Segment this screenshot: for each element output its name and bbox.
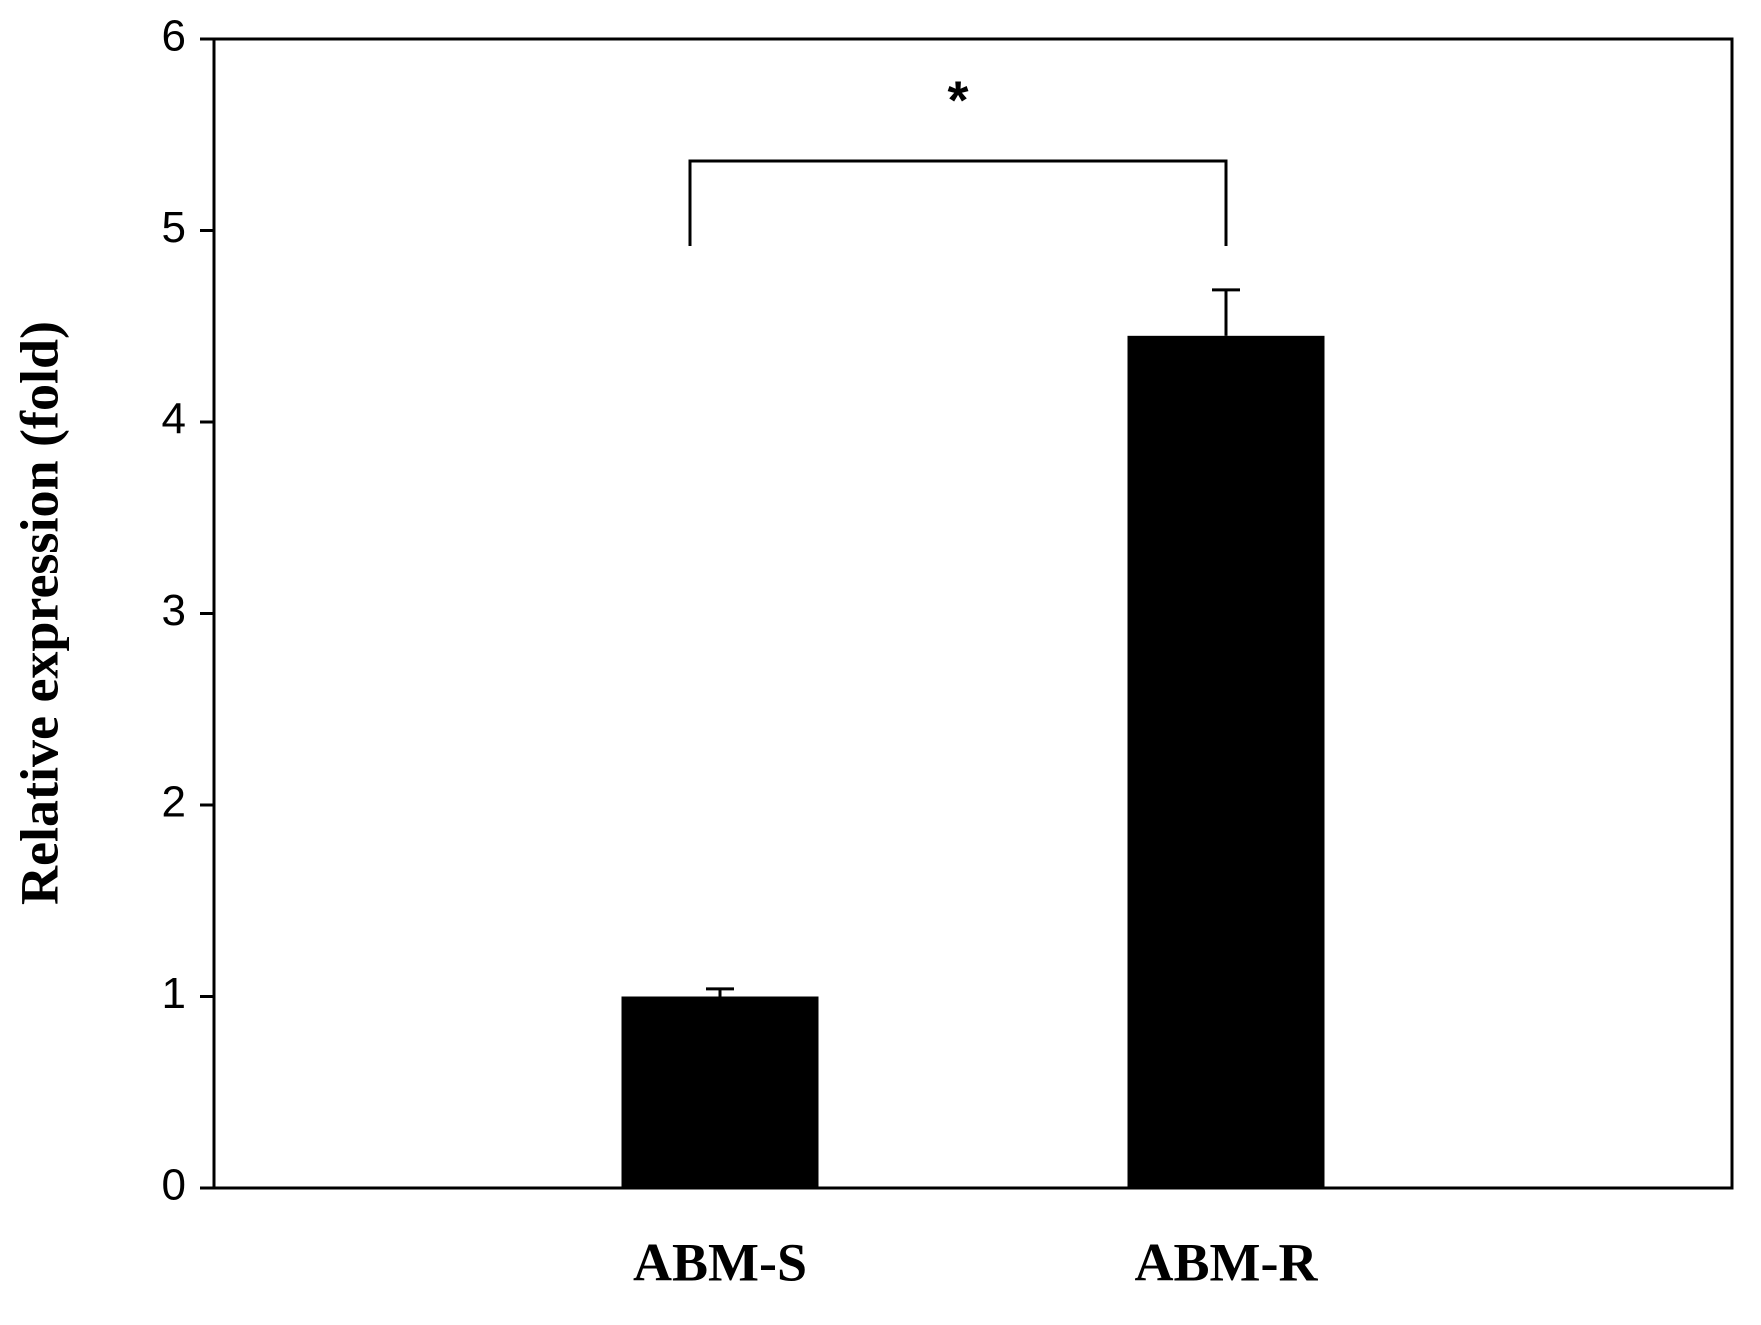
significance-star: * [947,70,968,130]
y-axis-label: Relative expression (fold) [9,321,69,905]
y-tick-label: 1 [162,969,186,1018]
bar [621,996,819,1188]
x-tick-label: ABM-S [633,1232,807,1292]
bar [1127,335,1325,1188]
y-tick-label: 3 [162,586,186,635]
significance-bracket [688,159,1228,246]
y-tick-label: 6 [162,12,186,61]
x-tick-label: ABM-R [1135,1232,1319,1292]
plot-frame [212,37,1734,1190]
y-tick-label: 5 [162,203,186,252]
y-tick-label: 2 [162,778,186,827]
y-tick-label: 0 [162,1161,186,1210]
y-tick-label: 4 [162,395,186,444]
